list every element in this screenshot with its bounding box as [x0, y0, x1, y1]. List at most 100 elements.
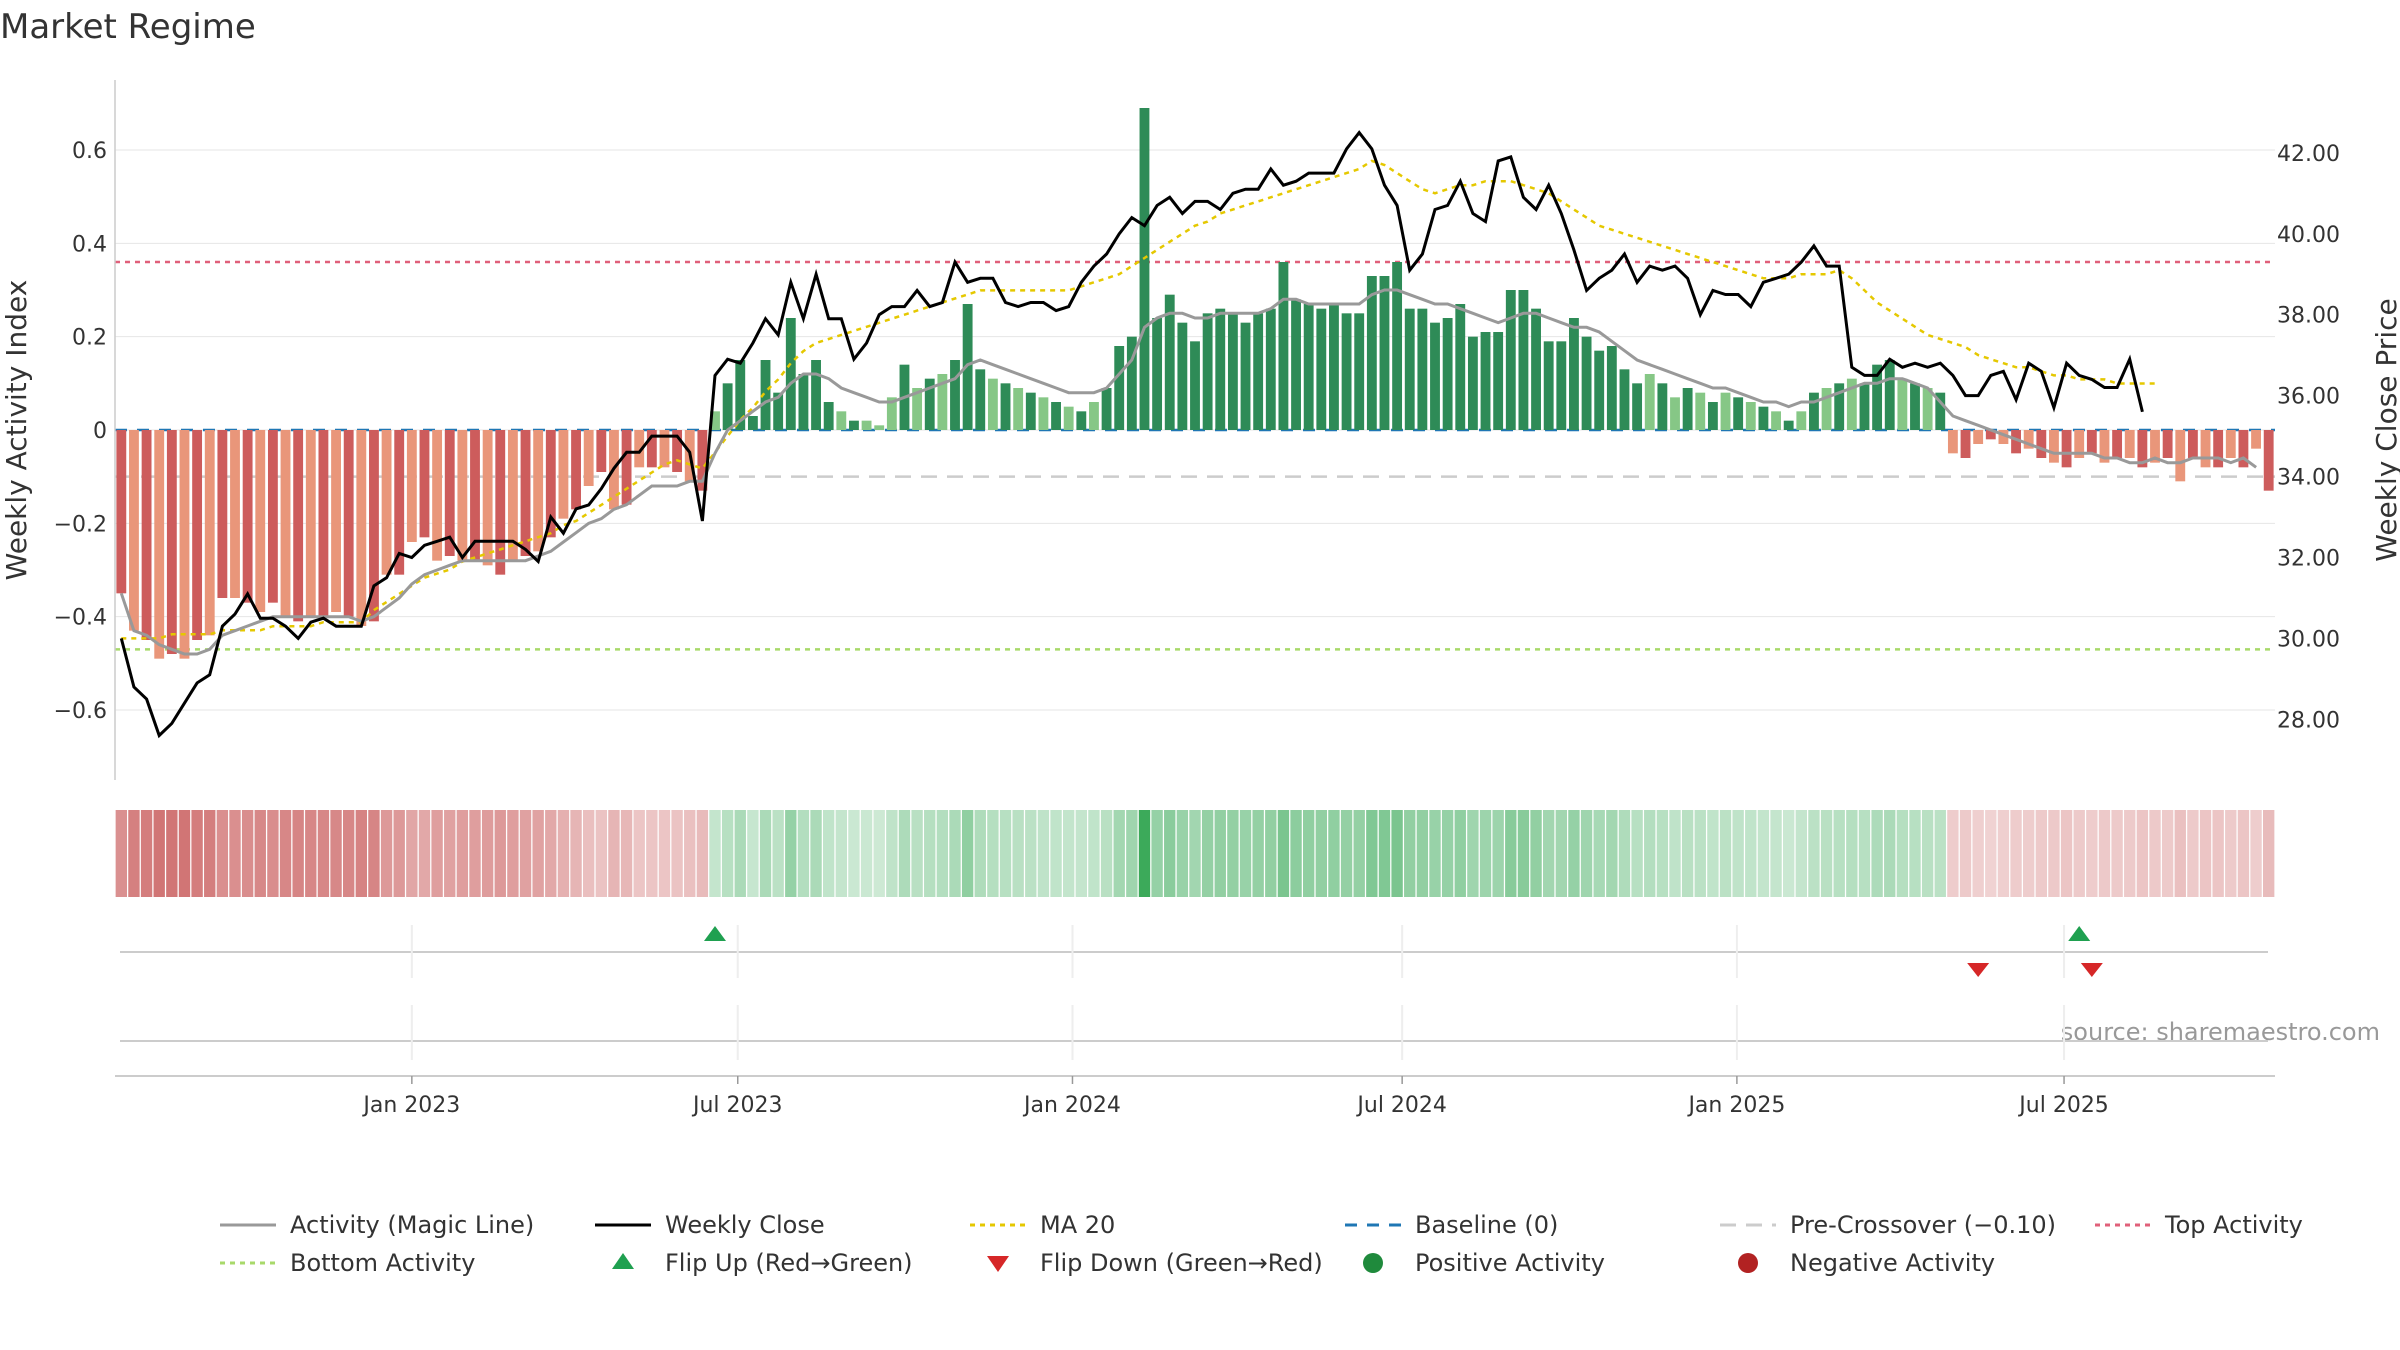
activity-bar [318, 430, 329, 617]
activity-bar [2162, 430, 2173, 458]
activity-bar [293, 430, 304, 622]
regime-strip-cell [1429, 810, 1441, 897]
left-tick-label: −0.2 [54, 512, 107, 537]
regime-strip-cell [2225, 810, 2237, 897]
regime-strip-cell [241, 810, 254, 897]
left-tick-label: 0 [93, 419, 107, 444]
regime-strip-cell [1404, 810, 1416, 897]
regime-strip-cell [1303, 810, 1315, 897]
activity-bar [849, 420, 859, 430]
activity-bar [116, 430, 127, 594]
activity-bar [1404, 308, 1415, 430]
activity-bar [1569, 318, 1579, 430]
regime-strip-cell [2263, 810, 2275, 897]
regime-strip-cell [835, 810, 847, 897]
regime-strip-cell [1985, 810, 1997, 897]
regime-strip-cell [1593, 810, 1605, 897]
activity-bar [1190, 341, 1200, 430]
regime-strip-cell [1820, 810, 1833, 897]
regime-strip-cell [1517, 810, 1530, 897]
regime-strip-cell [1441, 810, 1454, 897]
regime-strip-cell [1353, 810, 1365, 897]
regime-strip-cell [2035, 810, 2047, 897]
regime-strip-cell [456, 810, 469, 897]
regime-strip-cell [1100, 810, 1113, 897]
regime-strip-cell [608, 810, 620, 897]
activity-bar [1379, 276, 1390, 430]
right-tick-label: 42.00 [2277, 142, 2340, 167]
activity-bar [583, 430, 594, 486]
regime-strip-cell [2212, 810, 2224, 897]
regime-strip-cell [1416, 810, 1429, 897]
activity-bar [2263, 430, 2274, 491]
activity-bar [836, 411, 847, 430]
negative-dot-icon [1738, 1253, 1758, 1273]
regime-strip-cell [873, 810, 885, 897]
regime-strip-cell [759, 810, 772, 897]
regime-strip-cell [507, 810, 519, 897]
activity-bar [1985, 430, 1996, 440]
activity-bar [1733, 397, 1744, 430]
legend-label: Flip Down (Green→Red) [1040, 1249, 1323, 1277]
activity-bar [596, 430, 607, 472]
regime-strip-cell [1770, 810, 1782, 897]
regime-strip-cell [658, 810, 671, 897]
regime-strip-cell [684, 810, 696, 897]
regime-strip-cell [1719, 810, 1732, 897]
activity-bar [1139, 108, 1150, 430]
regime-strip-cell [343, 810, 355, 897]
regime-strip-cell [785, 810, 797, 897]
activity-bar [2238, 430, 2249, 468]
regime-strip-cell [191, 810, 203, 897]
regime-strip-cell [1669, 810, 1681, 897]
regime-strip-cell [330, 810, 342, 897]
activity-bar [1897, 378, 1908, 430]
regime-strip-cell [305, 810, 317, 897]
activity-bar [2175, 430, 2186, 482]
activity-bar [2112, 430, 2123, 458]
regime-strip-cell [2060, 810, 2073, 897]
activity-bar [886, 397, 897, 430]
activity-bar [1998, 430, 2009, 444]
activity-bar [975, 369, 986, 430]
regime-strip-cell [1164, 810, 1176, 897]
activity-bar [1657, 383, 1668, 430]
regime-strip-cell [2124, 810, 2136, 897]
activity-bar [1505, 290, 1516, 430]
regime-strip-cell [1252, 810, 1264, 897]
activity-bar [2187, 430, 2198, 458]
regime-strip-cell [747, 810, 759, 897]
regime-strip-cell [1138, 810, 1151, 897]
regime-strip-cell [1833, 810, 1845, 897]
activity-bar [1632, 383, 1643, 430]
legend-label: Weekly Close [665, 1211, 825, 1239]
activity-bar [1947, 430, 1958, 454]
activity-bar [823, 402, 834, 430]
regime-strip-cell [2086, 810, 2098, 897]
regime-strip-cell [1707, 810, 1719, 897]
activity-bar [2049, 430, 2059, 463]
regime-strip-cell [1757, 810, 1770, 897]
activity-bar [1581, 336, 1592, 430]
activity-bar [1922, 388, 1933, 430]
regime-strip-cell [166, 810, 178, 897]
regime-strip-cell [961, 810, 974, 897]
regime-strip-cell [1315, 810, 1327, 897]
regime-strip-cell [279, 810, 292, 897]
activity-bar [1910, 383, 1920, 430]
regime-strip-cell [1075, 810, 1087, 897]
activity-bar [1518, 290, 1529, 430]
activity-bar [2036, 430, 2047, 458]
activity-bar [646, 430, 657, 468]
activity-bar [394, 430, 405, 575]
regime-strip-cell [1631, 810, 1643, 897]
activity-bar [2225, 430, 2236, 458]
activity-bar [1329, 304, 1339, 430]
activity-bar [1164, 294, 1175, 430]
flip-down-icon [987, 1256, 1009, 1272]
regime-strip-cell [1871, 810, 1883, 897]
regime-strip-cell [999, 810, 1012, 897]
regime-strip-cell [1909, 810, 1921, 897]
legend-label: Positive Activity [1415, 1249, 1605, 1277]
regime-strip-cell [1795, 810, 1807, 897]
